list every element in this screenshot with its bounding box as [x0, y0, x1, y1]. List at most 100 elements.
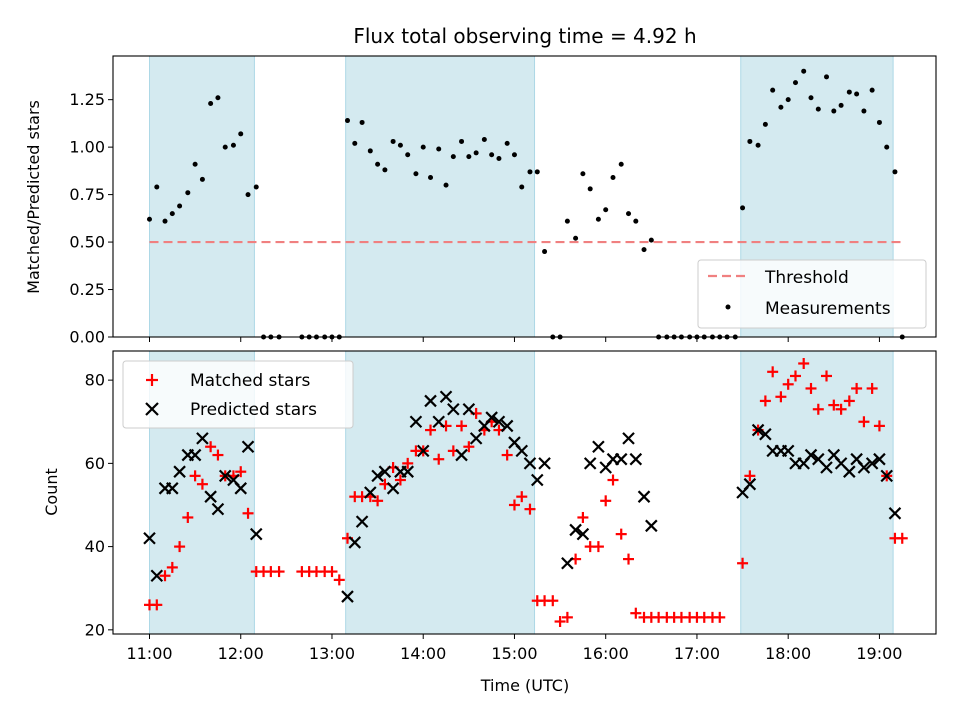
y-tick-label: 0.00 [69, 328, 105, 347]
bottom-y-axis-label: Count [42, 468, 61, 516]
matched-star-point [592, 541, 604, 553]
cross-b [637, 490, 651, 503]
matched-star-point [615, 528, 627, 540]
shaded-period [345, 56, 535, 337]
measurement-points [146, 68, 905, 340]
top-y-ticks: 0.00 0.25 0.50 0.75 1.00 1.25 [69, 90, 113, 347]
measurement-point [504, 140, 510, 146]
cross-b [378, 465, 392, 478]
top-panel: 0.00 0.25 0.50 0.75 1.00 1.25 Matched/Predict… [24, 55, 937, 347]
measurement-point [481, 137, 487, 143]
measurement-point [610, 175, 616, 181]
predicted-star-point [820, 461, 833, 474]
predicted-star-point [378, 465, 392, 478]
measurement-point [527, 169, 533, 175]
measurement-point [595, 216, 601, 222]
cross-b [371, 469, 384, 483]
measurement-point [641, 247, 647, 253]
predicted-star-point [622, 432, 635, 445]
cross-b [150, 569, 164, 583]
measurement-point [519, 184, 525, 190]
predicted-star-point [386, 482, 400, 495]
predicted-star-point [500, 419, 514, 433]
predicted-star-point [432, 415, 446, 429]
cross-b [166, 482, 179, 495]
matched-star-point [577, 511, 589, 523]
matched-star-point [402, 457, 414, 469]
cross-b [218, 469, 232, 483]
predicted-star-point [873, 452, 886, 466]
x-tick-label: 14:00 [400, 644, 446, 663]
measurement-point [846, 89, 852, 95]
predicted-star-point [843, 465, 856, 478]
predicted-star-point [865, 457, 879, 470]
top-axes-frame [112, 55, 937, 338]
matched-star-point [789, 370, 801, 382]
cross-b [592, 440, 605, 453]
cross-b [416, 444, 430, 458]
predicted-star-point [455, 448, 468, 462]
matched-star-point [843, 395, 855, 407]
predicted-star-point [204, 490, 217, 503]
matched-star-point [333, 574, 345, 586]
cross-b [645, 519, 658, 533]
measurement-point [162, 218, 168, 224]
predicted-star-point [355, 515, 369, 528]
matched-star-point [326, 566, 338, 578]
cross-b [781, 444, 795, 458]
predicted-star-point [538, 457, 551, 470]
measurement-point [382, 167, 388, 173]
matched-star-point [235, 466, 247, 478]
matched-star-point [508, 499, 520, 511]
cross-b [196, 432, 209, 445]
matched-star-point [767, 366, 779, 378]
cross-b [515, 444, 529, 458]
predicted-star-point [492, 415, 506, 429]
x-tick-label: 12:00 [218, 644, 264, 663]
predicted-star-point [569, 523, 582, 537]
cross-b [143, 532, 156, 545]
matched-star-point [456, 420, 468, 432]
measurement-point [146, 216, 152, 222]
measurement-point [564, 218, 570, 224]
measurement-point [344, 118, 350, 124]
matched-star-point [242, 507, 254, 519]
predicted-star-point [561, 556, 574, 570]
bottom-x-ticks: 11:00 12:00 13:00 14:00 15:00 16:00 17:00 18:00… [126, 634, 902, 663]
measurement-point [367, 148, 373, 154]
predicted-star-point [583, 457, 597, 470]
measurement-point [413, 171, 419, 177]
top-y-axis-label: Matched/Predicted stars [24, 100, 43, 294]
matched-star-point [561, 611, 573, 623]
matched-star-point [858, 416, 870, 428]
predicted-star-point [371, 469, 384, 483]
matched-star-point [828, 399, 840, 411]
measurement-point [542, 249, 548, 255]
cross-b [469, 432, 483, 445]
measurement-point [869, 87, 875, 93]
cross-b [804, 448, 818, 462]
cross-b [743, 477, 757, 491]
top-legend: Threshold Measurements [697, 259, 927, 329]
matched-star-point [798, 357, 810, 369]
predicted-star-point [462, 402, 476, 416]
matched-star-point [851, 382, 863, 394]
cross-b [812, 452, 825, 466]
shaded-period [345, 351, 535, 634]
top-x-ticks [148, 337, 880, 342]
matched-star-point [174, 541, 186, 553]
cross-b [759, 427, 772, 441]
measurement-point [397, 142, 403, 148]
cross-b [204, 490, 217, 503]
cross-b [843, 465, 856, 478]
cross-b [622, 432, 635, 445]
measurement-point [215, 95, 221, 101]
matched-star-point [600, 495, 612, 507]
predicted-star-point [485, 411, 498, 424]
measurement-point [892, 169, 898, 175]
top-legend-box [697, 259, 927, 329]
measurement-point [473, 150, 479, 156]
matched-star-point [273, 566, 285, 578]
predicted-star-point [781, 444, 795, 458]
